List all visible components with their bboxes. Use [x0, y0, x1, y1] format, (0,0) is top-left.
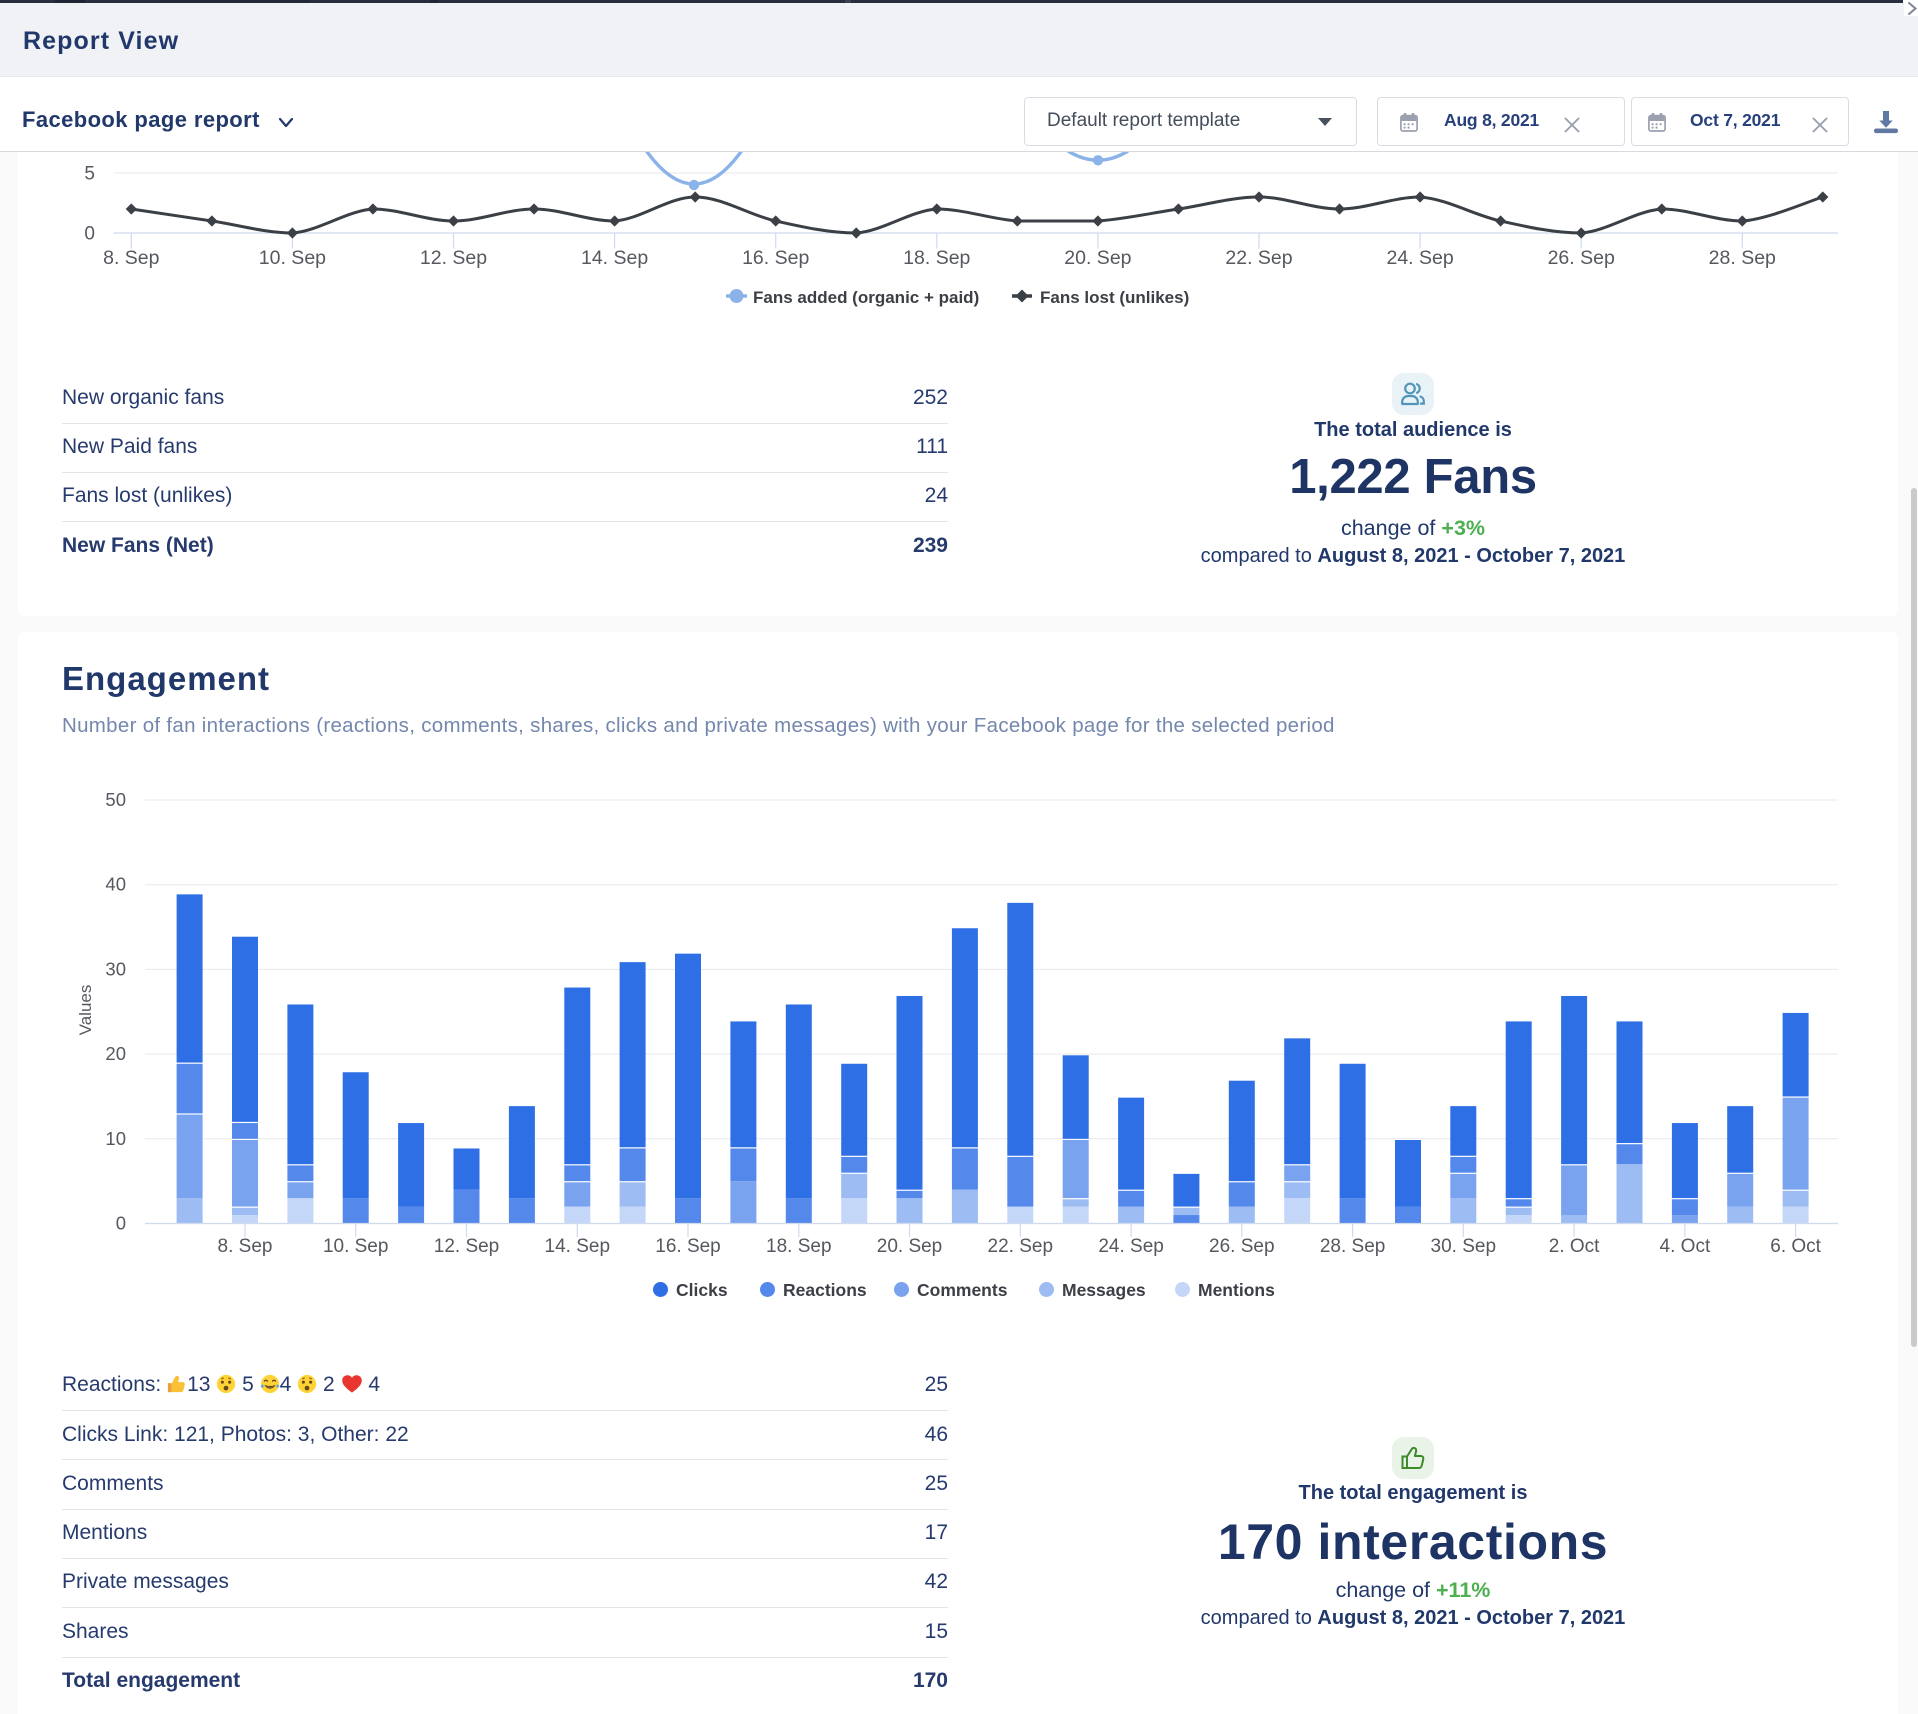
svg-text:40: 40: [105, 874, 126, 895]
svg-text:26. Sep: 26. Sep: [1548, 247, 1615, 269]
svg-text:22. Sep: 22. Sep: [988, 1236, 1054, 1257]
svg-text:18. Sep: 18. Sep: [903, 247, 970, 269]
svg-text:Messages: Messages: [1062, 1280, 1146, 1300]
svg-text:12. Sep: 12. Sep: [420, 247, 487, 269]
svg-text:12. Sep: 12. Sep: [434, 1236, 500, 1257]
svg-text:14. Sep: 14. Sep: [545, 1236, 611, 1257]
svg-text:30: 30: [105, 958, 126, 979]
svg-text:Fans added (organic + paid): Fans added (organic + paid): [753, 288, 979, 307]
svg-text:20. Sep: 20. Sep: [877, 1236, 943, 1257]
svg-text:5: 5: [84, 164, 95, 185]
svg-text:8. Sep: 8. Sep: [103, 247, 160, 269]
svg-text:Comments: Comments: [917, 1280, 1008, 1300]
svg-text:Clicks: Clicks: [676, 1280, 728, 1300]
svg-text:16. Sep: 16. Sep: [742, 247, 809, 269]
svg-text:10. Sep: 10. Sep: [259, 247, 326, 269]
svg-text:24. Sep: 24. Sep: [1098, 1236, 1164, 1257]
svg-text:22. Sep: 22. Sep: [1225, 247, 1292, 269]
svg-text:Values: Values: [76, 985, 95, 1036]
svg-text:28. Sep: 28. Sep: [1709, 247, 1776, 269]
svg-text:8. Sep: 8. Sep: [218, 1236, 273, 1257]
svg-text:4. Oct: 4. Oct: [1660, 1236, 1711, 1257]
svg-text:10: 10: [105, 1128, 126, 1149]
svg-text:6. Oct: 6. Oct: [1770, 1236, 1821, 1257]
svg-text:18. Sep: 18. Sep: [766, 1236, 832, 1257]
svg-text:2. Oct: 2. Oct: [1549, 1236, 1600, 1257]
svg-text:26. Sep: 26. Sep: [1209, 1236, 1275, 1257]
svg-text:16. Sep: 16. Sep: [655, 1236, 721, 1257]
svg-text:24. Sep: 24. Sep: [1386, 247, 1453, 269]
svg-text:20. Sep: 20. Sep: [1064, 247, 1131, 269]
svg-text:0: 0: [116, 1213, 126, 1234]
svg-text:0: 0: [84, 224, 95, 245]
svg-text:50: 50: [105, 789, 126, 810]
svg-text:20: 20: [105, 1043, 126, 1064]
svg-text:30. Sep: 30. Sep: [1431, 1236, 1497, 1257]
svg-text:10. Sep: 10. Sep: [323, 1236, 389, 1257]
svg-text:14. Sep: 14. Sep: [581, 247, 648, 269]
svg-text:Fans lost (unlikes): Fans lost (unlikes): [1040, 288, 1189, 307]
svg-text:28. Sep: 28. Sep: [1320, 1236, 1386, 1257]
svg-text:Reactions: Reactions: [783, 1280, 867, 1300]
svg-text:Mentions: Mentions: [1198, 1280, 1275, 1300]
